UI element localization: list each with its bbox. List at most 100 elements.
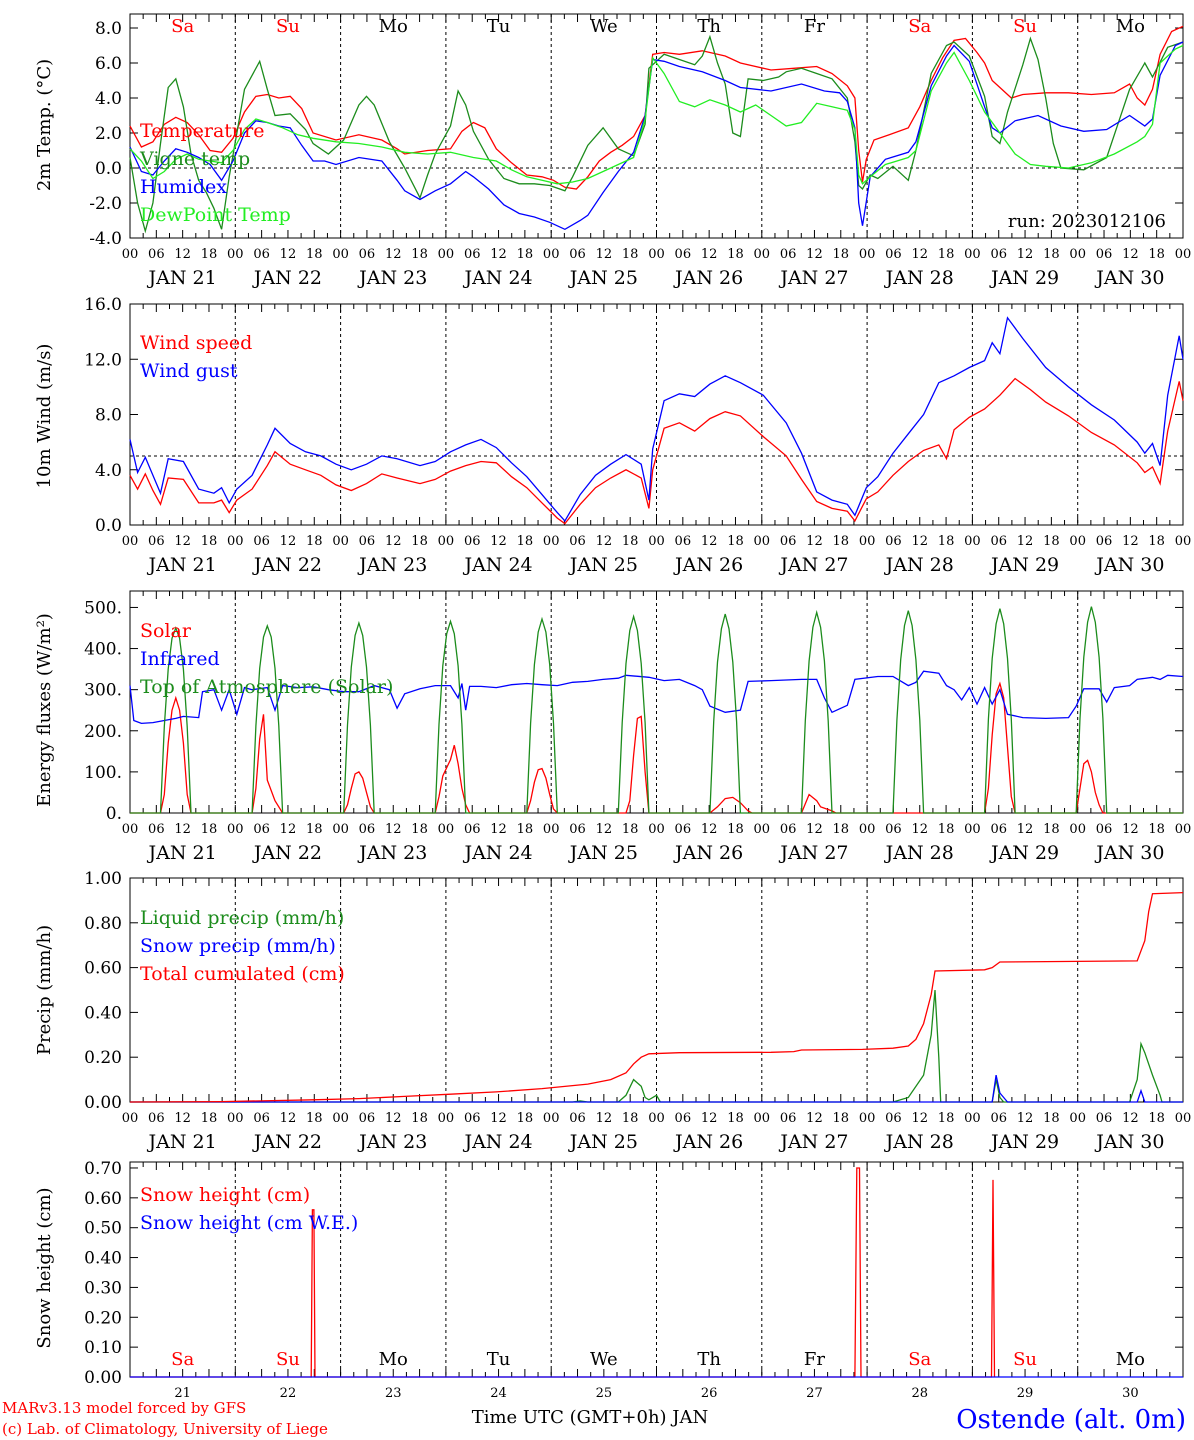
x-hour-label: 00 — [543, 247, 560, 262]
x-hour-label: 12 — [806, 534, 823, 549]
x-hour-label: 18 — [1043, 247, 1060, 262]
x-hour-label: 06 — [148, 247, 165, 262]
series-line — [130, 1167, 996, 1378]
y-tick-label: 300. — [84, 681, 122, 701]
weekday-label: Mo — [1116, 1349, 1145, 1370]
x-date-label: JAN 22 — [252, 1131, 322, 1153]
weekday-label: Th — [697, 1349, 721, 1370]
x-hour-label: 00 — [859, 534, 876, 549]
x-hour-label: 06 — [1096, 822, 1113, 837]
x-day-number: 21 — [174, 1386, 191, 1401]
series-line — [130, 606, 1183, 814]
x-hour-label: 00 — [438, 1111, 455, 1126]
x-day-number: 28 — [911, 1386, 928, 1401]
legend-entry: Wind speed — [140, 332, 252, 354]
x-hour-label: 12 — [174, 1111, 191, 1126]
x-hour-label: 18 — [411, 534, 428, 549]
x-hour-label: 12 — [911, 247, 928, 262]
x-hour-label: 12 — [1017, 822, 1034, 837]
credit-line-1: MARv3.13 model forced by GFS — [2, 1399, 246, 1417]
weekday-label: We — [590, 16, 618, 37]
x-hour-label: 18 — [306, 1111, 323, 1126]
x-hour-label: 00 — [1069, 247, 1086, 262]
x-hour-label: 12 — [280, 1111, 297, 1126]
y-tick-label: 0.0 — [95, 159, 122, 179]
y-tick-label: 0.00 — [84, 1368, 122, 1388]
series-line — [129, 316, 1184, 522]
weekday-label: Sa — [171, 1349, 194, 1370]
x-hour-label: 00 — [332, 534, 349, 549]
x-hour-label: 06 — [675, 247, 692, 262]
legend-entry: Snow height (cm W.E.) — [140, 1212, 358, 1234]
run-annotation: run: 2023012106 — [1008, 211, 1166, 232]
credit-line-2: (c) Lab. of Climatology, University of L… — [2, 1420, 328, 1438]
x-hour-label: 18 — [938, 1111, 955, 1126]
x-date-label: JAN 29 — [989, 1131, 1059, 1153]
panel-wind-ylabel: 10m Wind (m/s) — [34, 344, 55, 489]
y-tick-label: 500. — [84, 598, 122, 618]
weekday-label: Sa — [171, 16, 194, 37]
x-hour-label: 12 — [806, 822, 823, 837]
x-date-label: JAN 25 — [568, 1131, 638, 1153]
y-tick-label: 0.50 — [84, 1219, 122, 1239]
series-line — [129, 670, 1184, 725]
x-date-label: JAN 27 — [778, 554, 848, 576]
x-hour-label: 00 — [543, 1111, 560, 1126]
y-tick-label: 8.0 — [95, 406, 122, 426]
series-line — [129, 377, 1184, 525]
weekday-label: Su — [1013, 16, 1037, 37]
x-hour-label: 06 — [885, 247, 902, 262]
x-hour-label: 18 — [411, 247, 428, 262]
y-tick-label: 2.0 — [95, 124, 122, 144]
x-hour-label: 18 — [622, 247, 639, 262]
weekday-label: Mo — [1116, 16, 1145, 37]
x-hour-label: 12 — [701, 822, 718, 837]
legend-entry: Temperature — [140, 120, 264, 142]
x-hour-label: 18 — [727, 534, 744, 549]
x-date-label: JAN 28 — [884, 267, 954, 289]
x-hour-label: 18 — [1148, 822, 1165, 837]
x-hour-label: 00 — [648, 534, 665, 549]
x-date-label: JAN 22 — [252, 554, 322, 576]
x-hour-label: 06 — [780, 1111, 797, 1126]
x-hour-label: 18 — [411, 822, 428, 837]
x-hour-label: 12 — [1122, 534, 1139, 549]
x-hour-label: 18 — [1148, 534, 1165, 549]
x-hour-label: 18 — [1148, 1111, 1165, 1126]
x-hour-label: 18 — [727, 247, 744, 262]
x-hour-label: 00 — [438, 247, 455, 262]
x-date-label: JAN 21 — [147, 842, 217, 864]
x-hour-label: 18 — [411, 1111, 428, 1126]
x-hour-label: 18 — [938, 822, 955, 837]
x-date-label: JAN 21 — [147, 1131, 217, 1153]
x-hour-label: 00 — [122, 1111, 139, 1126]
x-hour-label: 06 — [675, 822, 692, 837]
x-hour-label: 00 — [543, 822, 560, 837]
x-day-number: 30 — [1122, 1386, 1139, 1401]
x-date-label: JAN 26 — [673, 1131, 743, 1153]
x-hour-label: 18 — [306, 822, 323, 837]
x-hour-label: 12 — [806, 247, 823, 262]
weekday-label: Th — [697, 16, 721, 37]
x-hour-label: 18 — [1043, 534, 1060, 549]
panel-energy-ylabel: Energy fluxes (W/m²) — [34, 613, 55, 807]
legend-entry: DewPoint Temp — [140, 204, 291, 226]
x-date-label: JAN 29 — [989, 842, 1059, 864]
x-hour-label: 06 — [464, 534, 481, 549]
x-date-label: JAN 27 — [778, 267, 848, 289]
x-hour-label: 00 — [859, 247, 876, 262]
y-tick-label: 200. — [84, 722, 122, 742]
x-hour-label: 12 — [596, 534, 613, 549]
x-date-label: JAN 30 — [1094, 1131, 1164, 1153]
x-hour-label: 06 — [1096, 247, 1113, 262]
legend-entry: Top of Atmosphere (Solar) — [140, 676, 393, 698]
x-hour-label: 00 — [754, 822, 771, 837]
x-date-label: JAN 22 — [252, 267, 322, 289]
x-hour-label: 18 — [517, 534, 534, 549]
x-hour-label: 06 — [253, 1111, 270, 1126]
weekday-label: Tu — [487, 1349, 511, 1370]
x-date-label: JAN 23 — [357, 842, 427, 864]
series-line — [129, 891, 1184, 1103]
x-hour-label: 06 — [675, 534, 692, 549]
